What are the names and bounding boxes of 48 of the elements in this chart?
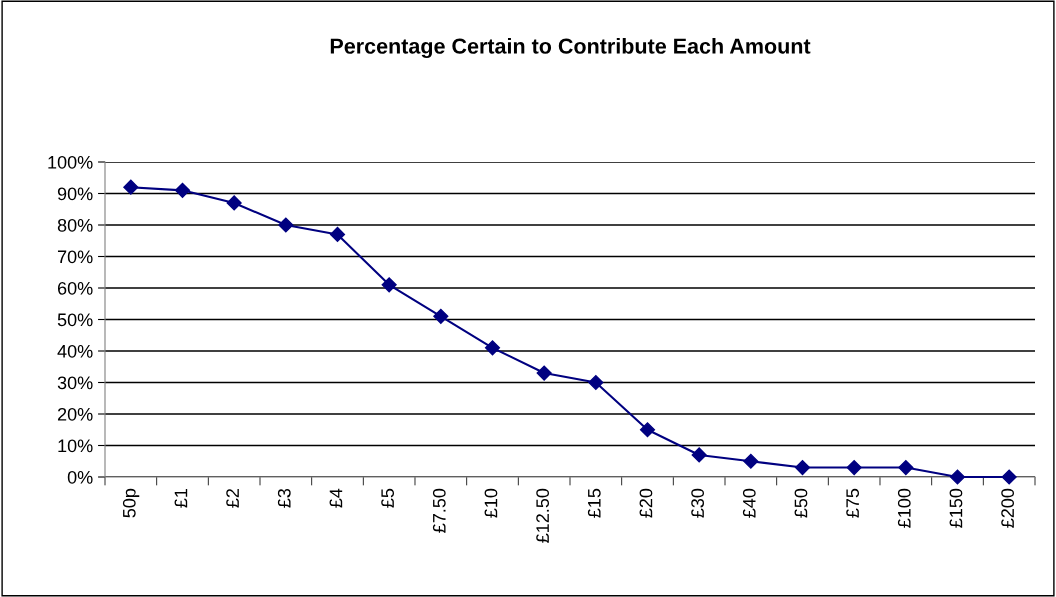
y-tick-label: 50% [57, 313, 93, 327]
point [639, 422, 656, 438]
y-tick-label: 90% [57, 187, 93, 201]
x-tick-label: £7.50 [432, 488, 446, 533]
point [794, 459, 811, 476]
y-tick-label: 10% [58, 439, 93, 453]
y-tick-label: 40% [57, 344, 93, 358]
point [536, 365, 552, 381]
point [898, 459, 914, 476]
x-tick-label: £75 [846, 488, 860, 518]
x-tick-label: £30 [691, 488, 705, 518]
point [691, 447, 707, 463]
point [381, 277, 397, 293]
x-tick-label: £12.50 [536, 488, 550, 543]
x-tick-label: £1 [174, 488, 188, 508]
point [949, 469, 966, 485]
x-tick-label: £100 [897, 488, 911, 528]
y-tick-label: 30% [57, 376, 93, 390]
x-tick-label: £5 [381, 488, 395, 508]
point [226, 195, 242, 211]
point [123, 179, 139, 195]
x-tick-label: £20 [639, 488, 653, 518]
point [433, 308, 449, 324]
y-tick-label: 100% [48, 155, 93, 169]
x-tick-label: 50p [122, 488, 140, 518]
y-tick-label: 60% [57, 281, 93, 295]
point [278, 217, 294, 233]
point [743, 453, 759, 469]
x-tick-label: £15 [587, 488, 601, 518]
point [846, 459, 862, 476]
x-tick-label: £4 [329, 488, 343, 508]
x-tick-label: £10 [484, 488, 498, 518]
y-tick-label: 70% [57, 250, 93, 264]
y-tick-label: 80% [57, 218, 93, 232]
point [329, 226, 346, 243]
y-tick-label: 0% [67, 470, 93, 484]
x-tick-label: £2 [226, 489, 239, 508]
chart-title: Percentage Certain to Contribute Each Amount [330, 37, 811, 59]
x-tick-label: £3 [277, 488, 291, 508]
point [588, 374, 604, 391]
point [1001, 469, 1017, 485]
point [174, 182, 191, 198]
x-tick-label: £50 [794, 488, 808, 518]
x-tick-label: £40 [742, 488, 756, 518]
point [484, 340, 501, 356]
x-tick-label: £200 [1001, 488, 1015, 528]
y-tick-label: 20% [57, 407, 93, 421]
x-tick-label: £150 [949, 488, 963, 528]
